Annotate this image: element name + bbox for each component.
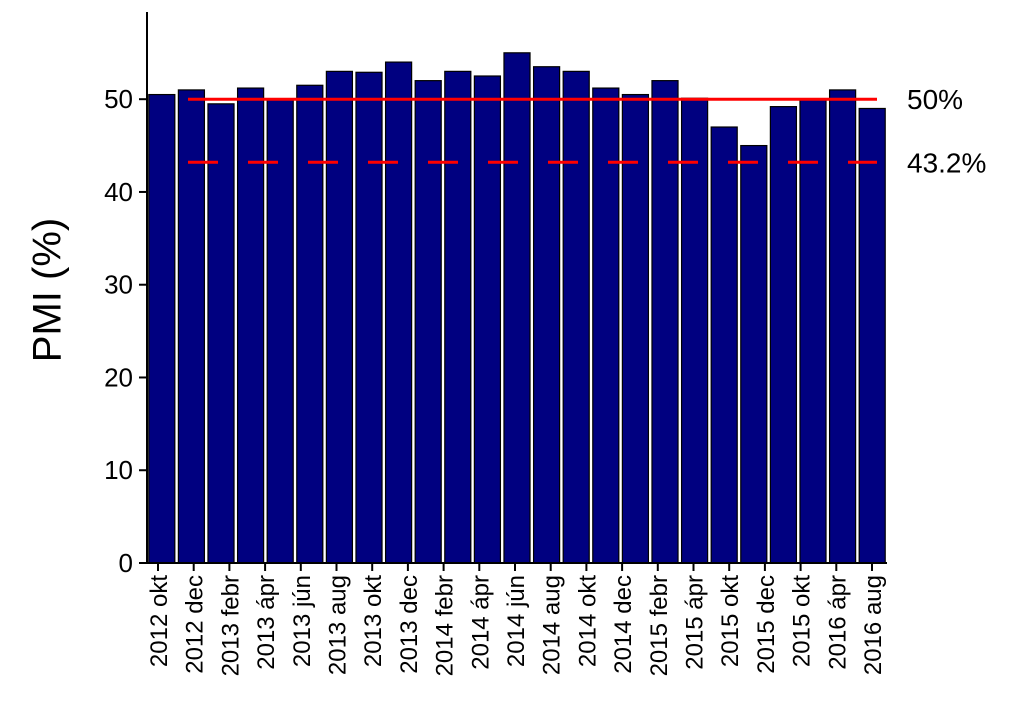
bar <box>177 89 206 564</box>
bar <box>473 75 502 564</box>
bar <box>236 87 265 564</box>
x-tick-label: 2012 dec <box>182 575 209 674</box>
x-tick-label: 2014 aug <box>539 575 566 675</box>
bar <box>148 93 176 564</box>
x-tick-label: 2014 ápr <box>467 575 494 670</box>
x-tick-label: 2015 okt <box>717 575 744 667</box>
x-tick-label: 2015 dec <box>753 575 780 674</box>
bar <box>414 80 442 564</box>
bar <box>710 126 738 564</box>
bar <box>384 61 413 564</box>
x-tick-label: 2014 okt <box>574 575 601 667</box>
y-tick-label: 40 <box>104 177 133 207</box>
bar <box>651 80 679 564</box>
bar <box>592 87 620 564</box>
bar <box>562 70 590 564</box>
x-tick-label: 2015 febr <box>646 575 673 676</box>
x-tick-label: 2014 febr <box>432 575 459 676</box>
reference-label: 50% <box>907 84 963 115</box>
bar <box>799 98 827 564</box>
bar <box>769 106 798 564</box>
y-tick-label: 20 <box>104 362 133 392</box>
bar <box>207 103 235 564</box>
x-tick-label: 2013 jún <box>289 575 316 667</box>
bar <box>355 71 383 564</box>
bar <box>296 84 324 564</box>
bar <box>621 93 650 564</box>
bar <box>503 52 531 564</box>
bar <box>325 70 354 564</box>
x-tick-label: 2013 dec <box>396 575 423 674</box>
x-tick-label: 2015 okt <box>789 575 816 667</box>
bar <box>266 98 294 564</box>
x-tick-label: 2013 aug <box>325 575 352 675</box>
y-tick-label: 30 <box>104 270 133 300</box>
x-tick-label: 2013 ápr <box>253 575 280 670</box>
bar <box>828 89 857 564</box>
reference-label: 43.2% <box>907 147 986 178</box>
bar <box>532 66 561 564</box>
y-tick-label: 0 <box>119 548 133 578</box>
bar <box>444 70 472 564</box>
y-tick-label: 10 <box>104 455 133 485</box>
y-tick-label: 50 <box>104 84 133 114</box>
x-tick-label: 2013 febr <box>217 575 244 676</box>
x-tick-label: 2012 okt <box>146 575 173 667</box>
x-tick-label: 2016 ápr <box>824 575 851 670</box>
x-tick-label: 2015 ápr <box>682 575 709 670</box>
x-tick-label: 2014 dec <box>610 575 637 674</box>
y-axis-title: PMI (%) <box>26 218 70 362</box>
x-tick-label: 2013 okt <box>360 575 387 667</box>
bar <box>740 144 768 564</box>
bar <box>680 97 709 564</box>
x-tick-label: 2016 aug <box>860 575 887 675</box>
bar <box>858 107 886 564</box>
x-tick-label: 2014 jún <box>503 575 530 667</box>
